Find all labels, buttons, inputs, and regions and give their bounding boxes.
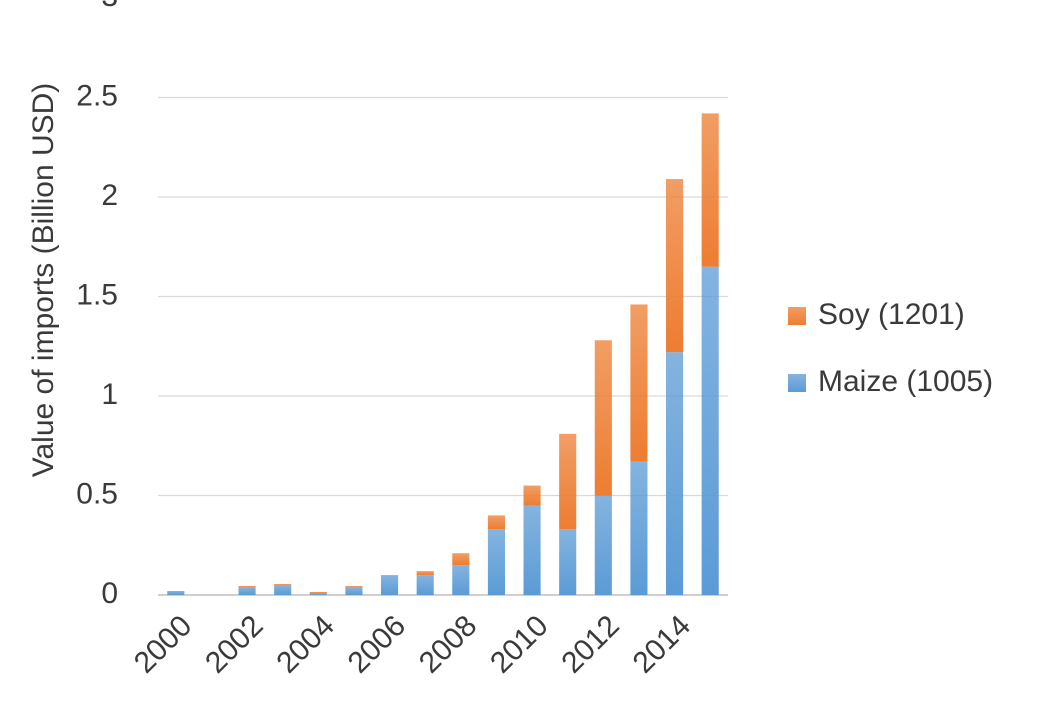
bars xyxy=(167,113,719,595)
bar-maize-2009 xyxy=(487,529,505,595)
bar-maize-2003 xyxy=(274,585,292,595)
bar-maize-2002 xyxy=(238,587,256,595)
x-tick-label: 2000 xyxy=(128,609,199,680)
x-tick-label: 2006 xyxy=(342,609,413,680)
x-tick-label: 2014 xyxy=(627,609,698,680)
legend-label: Soy (1201) xyxy=(818,298,965,331)
bar-soy-2013 xyxy=(630,304,648,462)
bar-maize-2010 xyxy=(523,505,541,595)
legend-label: Maize (1005) xyxy=(818,365,993,398)
bar-soy-2010 xyxy=(523,485,541,506)
bar-soy-2015 xyxy=(701,113,719,267)
legend-swatch xyxy=(788,374,806,392)
legend: Soy (1201) Maize (1005) xyxy=(788,298,993,398)
y-tick-label: 0.5 xyxy=(76,477,118,510)
x-tick-label: 2010 xyxy=(484,609,555,680)
bar-maize-2015 xyxy=(701,266,719,595)
bar-soy-2009 xyxy=(487,515,505,530)
y-tick-labels: 0 0.5 1 1.5 2 2.5 3 xyxy=(76,0,118,610)
bar-soy-2014 xyxy=(666,179,684,353)
bar-soy-2005 xyxy=(345,586,363,588)
x-tick-label: 2012 xyxy=(555,609,626,680)
bar-maize-2013 xyxy=(630,461,648,595)
y-tick-label: 2 xyxy=(101,179,118,212)
bar-soy-2007 xyxy=(416,571,434,576)
bar-soy-2004 xyxy=(309,592,327,594)
bar-maize-2000 xyxy=(167,591,185,595)
y-tick-label: 3 xyxy=(101,0,118,13)
bar-maize-2004 xyxy=(309,593,327,595)
x-tick-labels: 2000 2002 2004 2006 2008 2010 2012 2014 xyxy=(128,609,697,680)
bar-maize-2012 xyxy=(594,495,612,595)
bar-soy-2002 xyxy=(238,586,256,588)
bar-maize-2011 xyxy=(559,529,577,595)
bar-maize-2014 xyxy=(666,352,684,595)
y-tick-label: 0 xyxy=(101,577,118,610)
y-tick-label: 1 xyxy=(101,378,118,411)
bar-soy-2003 xyxy=(274,584,292,586)
legend-swatch xyxy=(788,307,806,325)
bar-soy-2012 xyxy=(594,340,612,496)
bar-maize-2005 xyxy=(345,587,363,595)
y-tick-label: 2.5 xyxy=(76,79,118,112)
bar-soy-2008 xyxy=(452,553,470,566)
bar-soy-2011 xyxy=(559,433,577,530)
bar-maize-2007 xyxy=(416,575,434,595)
x-tick-label: 2004 xyxy=(270,609,341,680)
y-axis-title: Value of imports (Billion USD) xyxy=(27,83,60,478)
x-tick-label: 2008 xyxy=(413,609,484,680)
x-tick-label: 2002 xyxy=(199,609,270,680)
y-tick-label: 1.5 xyxy=(76,278,118,311)
bar-maize-2008 xyxy=(452,565,470,595)
bar-maize-2006 xyxy=(381,575,399,595)
